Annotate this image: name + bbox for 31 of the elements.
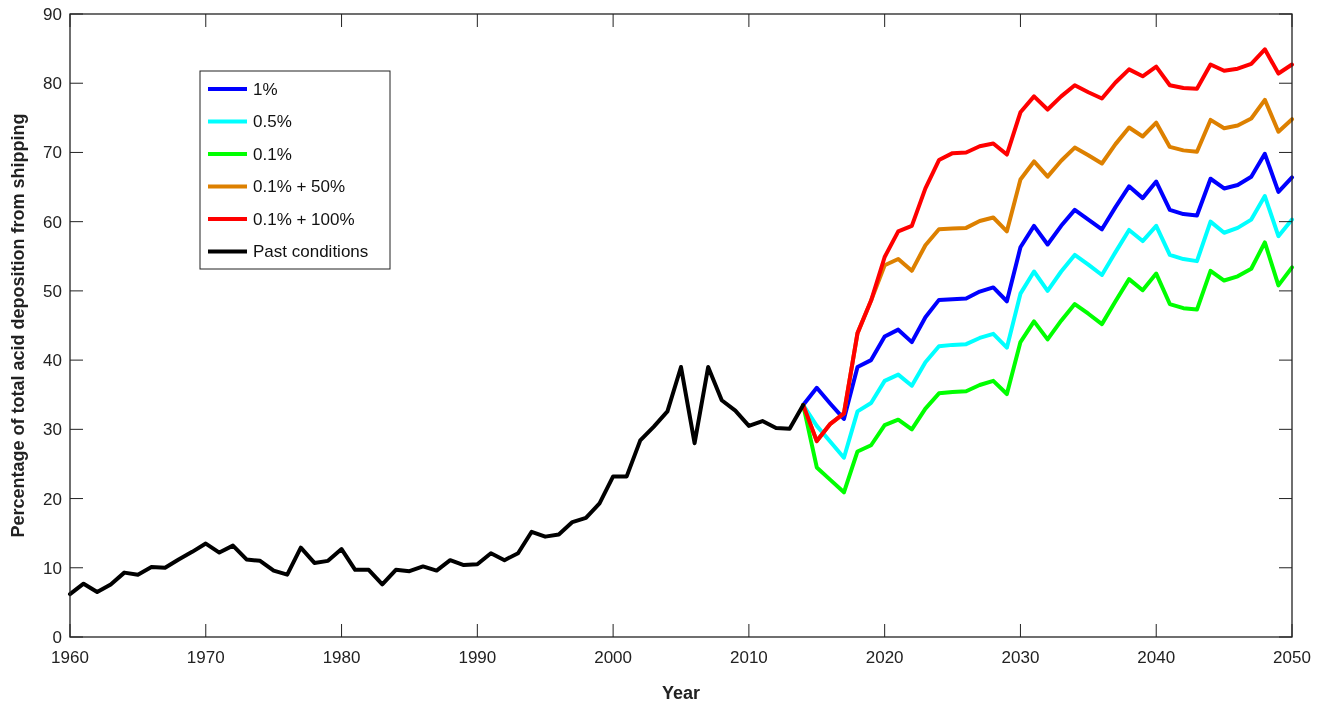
y-tick-label: 60 — [43, 212, 62, 232]
x-tick-label: 1980 — [322, 648, 361, 667]
x-tick-label: 2030 — [1001, 648, 1040, 667]
legend-label: 0.1% + 50% — [253, 177, 346, 197]
x-tick-label: 2020 — [865, 648, 904, 667]
legend-label: 1% — [253, 79, 278, 99]
x-tick-label: 2000 — [594, 648, 633, 667]
y-tick-label: 0 — [52, 627, 62, 647]
x-axis-title: Year — [661, 683, 701, 703]
line-series — [801, 151, 1294, 421]
legend-label: 0.5% — [253, 112, 292, 132]
x-tick-label: 2010 — [729, 648, 768, 667]
y-tick-label: 30 — [43, 420, 62, 440]
y-tick-label: 20 — [43, 489, 62, 509]
y-tick-label: 80 — [43, 74, 62, 94]
x-tick-label: 1960 — [51, 648, 89, 667]
line-series — [68, 365, 806, 597]
x-tick-label: 1970 — [186, 648, 225, 667]
line-series — [801, 240, 1294, 495]
y-tick-label: 70 — [43, 143, 62, 163]
x-tick-label: 2050 — [1273, 648, 1311, 667]
y-tick-label: 90 — [43, 4, 62, 24]
legend-label: Past conditions — [253, 242, 369, 262]
y-tick-label: 10 — [43, 558, 62, 578]
y-tick-label: 40 — [43, 351, 62, 371]
legend-label: 0.1% + 100% — [253, 209, 355, 229]
x-tick-label: 2040 — [1137, 648, 1176, 667]
x-tick-label: 1990 — [458, 648, 497, 667]
y-axis-title: Percentage of total acid deposition from shipping — [8, 113, 28, 538]
legend-label: 0.1% — [253, 144, 292, 164]
y-tick-label: 50 — [43, 281, 62, 301]
